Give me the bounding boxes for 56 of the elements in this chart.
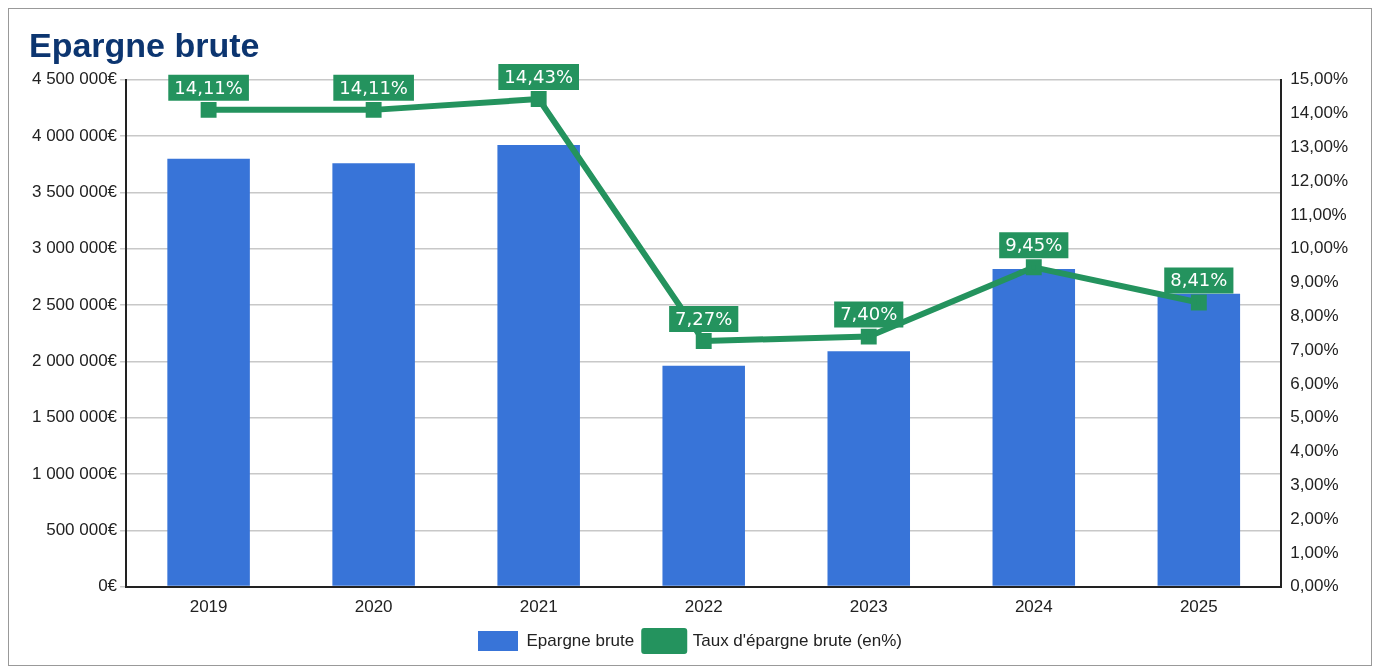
data-label: 14,11%: [339, 76, 408, 98]
data-label: 7,27%: [675, 307, 733, 329]
y2-tick-label: 2,00%: [1290, 508, 1339, 528]
point: [365, 101, 382, 118]
legend-label: Taux d'épargne brute (en%): [692, 630, 903, 650]
x-tick-label: 2023: [849, 597, 888, 617]
chart-title: Epargne brute: [29, 25, 260, 64]
y2-tick-label: 0,00%: [1290, 576, 1339, 596]
y-tick-label: 3 500 000€: [31, 182, 118, 202]
point: [695, 333, 712, 349]
y2-tick-label: 1,00%: [1290, 542, 1339, 562]
y2-tick-label: 5,00%: [1290, 407, 1339, 427]
y2-tick-label: 7,00%: [1290, 339, 1339, 359]
y-tick-label: 500 000€: [46, 519, 118, 539]
y2-tick-label: 12,00%: [1290, 170, 1349, 190]
y2-tick-label: 11,00%: [1290, 204, 1347, 224]
data-label: 9,45%: [1005, 233, 1063, 255]
y2-tick-label: 6,00%: [1290, 373, 1339, 393]
y2-tick-label: 8,00%: [1290, 305, 1339, 325]
y-tick-label: 0€: [98, 576, 118, 596]
bar: [662, 365, 745, 586]
y-tick-label: 2 500 000€: [31, 294, 118, 314]
point: [200, 101, 217, 118]
bar: [992, 269, 1076, 586]
y-tick-label: 4 000 000€: [31, 125, 118, 145]
y2-tick-label: 14,00%: [1290, 103, 1349, 123]
bar: [827, 351, 911, 586]
y-tick-label: 2 000 000€: [31, 351, 118, 371]
point: [860, 328, 877, 345]
y-tick-label: 1 000 000€: [31, 463, 118, 483]
data-label: 8,41%: [1170, 269, 1228, 291]
x-tick-label: 2025: [1179, 597, 1218, 617]
x-tick-label: 2020: [354, 597, 393, 617]
y2-tick-label: 9,00%: [1290, 272, 1339, 292]
y2-tick-label: 10,00%: [1290, 238, 1349, 258]
y-tick-label: 4 500 000€: [31, 69, 118, 89]
point: [1190, 294, 1207, 311]
point: [1025, 259, 1042, 276]
bar: [167, 158, 250, 586]
x-tick-label: 2019: [189, 597, 228, 617]
x-tick-label: 2024: [1014, 597, 1053, 617]
data-label: 14,11%: [174, 76, 243, 98]
x-tick-label: 2022: [684, 597, 723, 617]
data-label: 7,40%: [840, 303, 898, 325]
y2-tick-label: 15,00%: [1290, 69, 1349, 89]
bar: [332, 163, 415, 586]
y-tick-label: 3 000 000€: [31, 238, 118, 258]
bar: [497, 145, 580, 586]
y2-tick-label: 4,00%: [1290, 441, 1339, 461]
y2-tick-label: 13,00%: [1290, 137, 1349, 157]
y-tick-label: 1 500 000€: [31, 407, 118, 427]
y2-tick-label: 3,00%: [1290, 474, 1339, 494]
data-label: 14,43%: [504, 65, 573, 87]
x-tick-label: 2021: [519, 597, 558, 617]
point: [530, 91, 547, 108]
legend-label: Epargne brute: [526, 630, 635, 650]
